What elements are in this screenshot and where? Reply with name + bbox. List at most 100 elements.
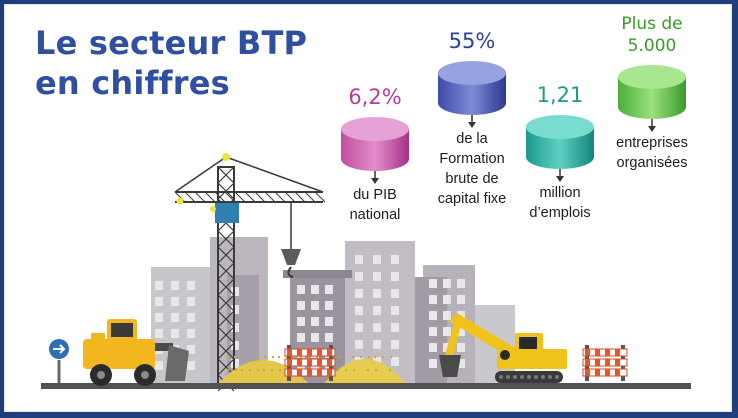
bulldozer-icon (83, 319, 189, 386)
window (457, 343, 465, 352)
window (373, 306, 381, 315)
window (171, 297, 179, 306)
window (297, 317, 305, 326)
tower-crane-icon (174, 153, 326, 392)
window (187, 329, 195, 338)
window (355, 272, 363, 281)
window (429, 311, 437, 320)
stat-fbcf-caption: de la Formation brute de capital fixe (418, 129, 526, 209)
window (311, 301, 319, 310)
caption-line: brute de (445, 171, 499, 187)
road-barrier-icon (582, 345, 628, 381)
window (429, 279, 437, 288)
blue-cylinder-icon (438, 61, 506, 128)
infographic-card: Le secteur BTP en chiffres (4, 4, 732, 412)
ground-line (41, 383, 691, 389)
window (187, 297, 195, 306)
window (325, 285, 333, 294)
window (443, 279, 451, 288)
caption-line: organisées (616, 155, 688, 171)
window (297, 333, 305, 342)
window (311, 317, 319, 326)
caption-line: de la (456, 131, 488, 147)
window (391, 357, 399, 366)
value-line: 5.000 (627, 36, 677, 56)
window (391, 306, 399, 315)
title-line-2: en chiffres (35, 64, 230, 102)
stat-entreprises-caption: entreprises organisées (597, 133, 707, 173)
window (355, 289, 363, 298)
window (297, 285, 305, 294)
caption-line: national (349, 207, 401, 223)
window (155, 281, 163, 290)
stat-emplois: 1,21 million d’emplois (508, 83, 612, 223)
window (443, 343, 451, 352)
window (297, 301, 305, 310)
window (373, 272, 381, 281)
window (373, 340, 381, 349)
window (443, 295, 451, 304)
stat-entreprises-value: Plus de 5.000 (597, 13, 707, 57)
window (391, 272, 399, 281)
window (429, 327, 437, 336)
window (155, 297, 163, 306)
green-cylinder-icon (618, 65, 686, 132)
window (187, 281, 195, 290)
window (155, 313, 163, 322)
stat-fbcf: 55% de la Formation brute de capital fix… (418, 29, 526, 209)
window (391, 289, 399, 298)
window (457, 295, 465, 304)
window (443, 327, 451, 336)
window (187, 361, 195, 370)
window (429, 295, 437, 304)
stat-fbcf-value: 55% (448, 29, 496, 53)
window (457, 359, 465, 368)
stat-pib-caption: du PIB national (323, 185, 427, 225)
caption-line: du PIB (353, 187, 397, 203)
window (391, 323, 399, 332)
caption-line: capital fixe (437, 191, 507, 207)
window (171, 329, 179, 338)
stat-pib: 6,2% du PIB national (323, 85, 427, 225)
window (325, 301, 333, 310)
window (171, 281, 179, 290)
arrow-sign-icon (49, 339, 69, 383)
stat-emplois-caption: million d’emplois (508, 183, 612, 223)
window (355, 306, 363, 315)
window (373, 255, 381, 264)
window (171, 313, 179, 322)
value-line: Plus de (621, 14, 683, 34)
window (457, 279, 465, 288)
caption-line: d’emplois (529, 205, 591, 221)
window (325, 333, 333, 342)
caption-line: entreprises (616, 135, 688, 151)
window (373, 289, 381, 298)
window (391, 255, 399, 264)
window (391, 340, 399, 349)
window (457, 327, 465, 336)
window (311, 333, 319, 342)
window (429, 359, 437, 368)
window (311, 285, 319, 294)
window (443, 311, 451, 320)
window (373, 323, 381, 332)
window (355, 340, 363, 349)
window (187, 345, 195, 354)
window (155, 361, 163, 370)
road-barrier-icon (284, 345, 336, 381)
window (187, 313, 195, 322)
window (429, 343, 437, 352)
title-line-1: Le secteur BTP (35, 24, 308, 62)
page-title: Le secteur BTP en chiffres (35, 23, 307, 103)
caption-line: Formation (439, 151, 505, 167)
caption-line: million (539, 185, 581, 201)
stat-emplois-value: 1,21 (536, 83, 584, 107)
stat-pib-value: 6,2% (348, 85, 402, 109)
window (325, 317, 333, 326)
stat-entreprises: Plus de 5.000 entreprises organisées (597, 13, 707, 173)
teal-cylinder-icon (526, 115, 594, 182)
pink-cylinder-icon (341, 117, 409, 184)
window (155, 329, 163, 338)
window (355, 255, 363, 264)
window (355, 323, 363, 332)
